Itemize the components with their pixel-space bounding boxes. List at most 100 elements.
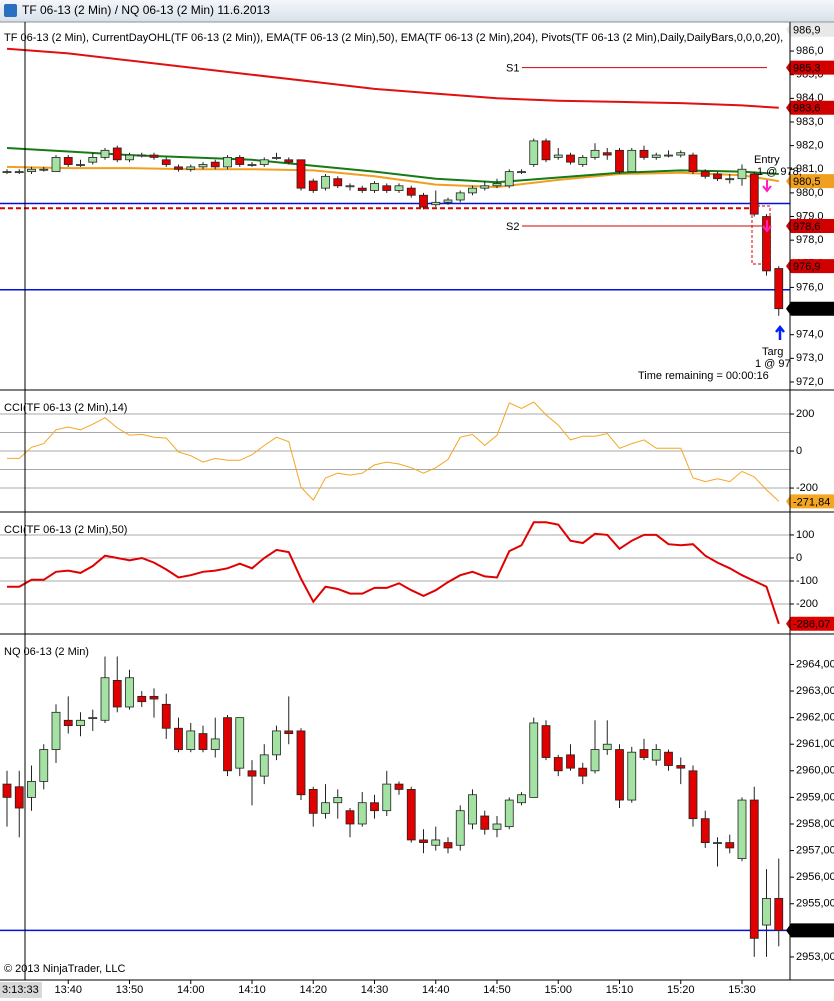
candle-body	[235, 717, 245, 769]
panel-label: NQ 06-13 (2 Min)	[4, 646, 89, 658]
y-tick-label: 2958,00	[796, 818, 834, 830]
x-tick-label: 14:40	[422, 984, 450, 996]
candle-body	[749, 173, 759, 215]
annotation: Entry	[754, 154, 780, 166]
candle-body	[284, 159, 294, 163]
candle-body	[210, 161, 220, 168]
candle-body	[639, 749, 649, 758]
candle-body	[627, 751, 637, 801]
candle-body	[394, 185, 404, 191]
candle-body	[774, 268, 784, 310]
candle-body	[651, 749, 661, 761]
candle-body	[186, 166, 196, 170]
candle-body	[247, 770, 257, 777]
candle-body	[566, 154, 575, 163]
candle-body	[615, 749, 624, 801]
candle-body	[480, 815, 490, 830]
candle-body	[14, 171, 24, 174]
price-flag	[786, 616, 834, 631]
candle-body	[63, 157, 73, 165]
y-tick-label: 2956,00	[796, 871, 834, 883]
price-flag	[786, 60, 834, 75]
candle-body	[235, 157, 245, 165]
candle-body	[223, 157, 232, 168]
y-tick-label: 974,0	[796, 329, 824, 341]
x-tick-label: 14:20	[299, 984, 327, 996]
candle-body	[762, 898, 771, 926]
candle-body	[370, 802, 379, 812]
candle-body	[688, 770, 698, 820]
candle-body	[174, 166, 183, 170]
x-tick-label: 14:50	[483, 984, 511, 996]
price-flag	[786, 22, 834, 37]
candle-body	[223, 717, 232, 772]
annotation: 1 @ 97	[755, 358, 791, 370]
y-tick-label: -200	[796, 482, 818, 494]
candle-body	[272, 730, 281, 756]
x-tick-label: 15:10	[606, 984, 634, 996]
title-bar	[0, 0, 834, 22]
candle-body	[749, 799, 759, 939]
candle-body	[480, 185, 490, 189]
candle-body	[198, 733, 208, 750]
candle-body	[259, 754, 269, 777]
candle-body	[566, 754, 575, 769]
entry-arrow	[762, 180, 772, 193]
y-tick-label: 978,0	[796, 234, 824, 246]
candle-body	[357, 802, 367, 825]
candle-body	[664, 154, 673, 157]
candle-body	[419, 839, 428, 843]
target-arrow	[775, 324, 785, 340]
app-icon	[4, 4, 17, 17]
candle-body	[112, 680, 122, 708]
order-box	[751, 205, 771, 265]
candle-body	[725, 842, 735, 849]
candle-body	[455, 192, 465, 201]
candle-body	[578, 767, 588, 777]
y-tick-label: 2963,00	[796, 685, 834, 697]
y-tick-label: -100	[796, 575, 818, 587]
window-title: TF 06-13 (2 Min) / NQ 06-13 (2 Min) 11.6…	[22, 3, 270, 17]
price-flag	[786, 174, 834, 189]
y-tick-label: 2953,00	[796, 951, 834, 963]
candle-body	[406, 187, 416, 196]
indicator-line	[6, 47, 779, 109]
price-flag-label: 975,1	[793, 304, 821, 316]
candle-body	[492, 183, 502, 187]
annotation: Targ	[762, 346, 783, 358]
candle-body	[602, 152, 612, 156]
candle-body	[88, 717, 98, 720]
price-flag	[786, 301, 834, 316]
cursor-time-box	[0, 982, 42, 998]
candle-body	[676, 765, 686, 769]
x-tick-label: 15:30	[728, 984, 756, 996]
candle-body	[333, 178, 343, 187]
candle-body	[676, 152, 686, 156]
price-flag-label: 986,9	[793, 25, 821, 37]
candle-body	[357, 187, 367, 191]
y-tick-label: 2964,00	[796, 658, 834, 670]
candle-body	[161, 159, 171, 165]
candle-body	[553, 154, 563, 158]
candle-body	[370, 183, 379, 191]
entry-arrow	[762, 220, 772, 233]
x-tick-label: 14:10	[238, 984, 266, 996]
price-flag	[786, 923, 834, 938]
candle-body	[76, 164, 85, 166]
price-flag-label: 980,5	[793, 176, 821, 188]
candle-body	[247, 164, 257, 166]
candle-body	[2, 171, 12, 174]
candle-body	[443, 842, 453, 849]
candle-body	[651, 154, 661, 158]
y-tick-label: 2960,00	[796, 765, 834, 777]
x-tick-label: 14:00	[177, 984, 205, 996]
candle-body	[296, 730, 306, 796]
y-tick-label: 2961,00	[796, 738, 834, 750]
x-tick-label: 13:40	[54, 984, 82, 996]
candle-body	[125, 677, 134, 708]
candle-body	[517, 794, 526, 804]
candle-body	[394, 783, 404, 790]
candle-body	[504, 799, 514, 828]
y-tick-label: 0	[796, 552, 802, 564]
x-tick-label: 14:30	[361, 984, 389, 996]
